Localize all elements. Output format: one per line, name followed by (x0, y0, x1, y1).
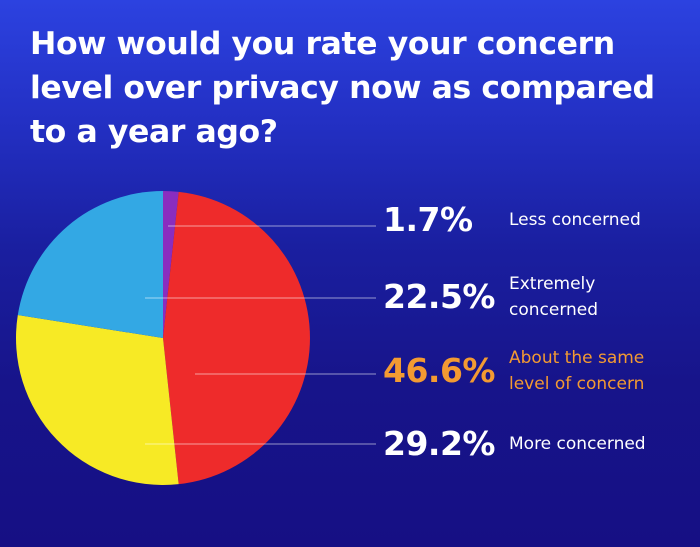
category-label-extremely-concerned: Extremely concerned (509, 274, 599, 320)
pie-slice-more-concerned (15, 315, 179, 485)
value-label-less-concerned: 1.7% (383, 200, 473, 239)
category-label-less-concerned: Less concerned (509, 210, 641, 230)
value-label-more-concerned: 29.2% (383, 424, 496, 463)
pie-slice-about-the-same-level-of-concern (163, 191, 310, 485)
chart-title: How would you rate your concern level ov… (30, 26, 655, 150)
legend-entry-more-concerned: 29.2% More concerned (383, 424, 669, 464)
legend-entry-extremely-concerned: 22.5% Extremely concerned (383, 271, 669, 323)
category-label-about-the-same: About the same level of concern (509, 348, 645, 394)
pie-slice-less-concerned (163, 191, 179, 338)
category-label-more-concerned: More concerned (509, 434, 646, 454)
pie-slice-extremely-concerned (17, 191, 164, 338)
value-label-extremely-concerned: 22.5% (383, 277, 496, 316)
legend-entry-less-concerned: 1.7% Less concerned (383, 200, 669, 240)
value-label-about-the-same: 46.6% (383, 351, 496, 390)
legend-entry-about-the-same: 46.6% About the same level of concern (383, 345, 669, 397)
